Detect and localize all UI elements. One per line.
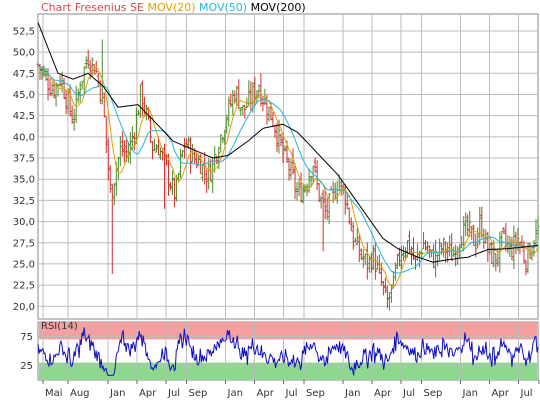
x-tick-label: Jan [344,388,360,399]
x-tick-label: Apr [139,388,157,399]
y-tick-label: 32,5 [13,196,35,207]
x-tick-label: Sep [306,388,325,399]
y-tick-label: 35,0 [13,175,35,186]
x-tick-label: Apr [492,388,510,399]
x-tick-label: Jul [520,388,533,399]
mov200-line [37,22,539,263]
y-tick-label: 27,5 [13,238,35,249]
rsi-label: RSI(14) [41,321,78,332]
x-tick-label: Aug [70,388,90,399]
y-tick-label: 30,0 [13,217,35,228]
x-tick-label: Jan [227,388,243,399]
x-tick-label: Apr [257,388,275,399]
x-tick-label: Sep [189,388,208,399]
rsi-band-oversold [39,362,537,380]
x-tick-label: Jul [167,388,180,399]
y-tick-label: 50,0 [13,48,35,59]
x-tick-label: Jul [402,388,415,399]
x-tick-label: Sep [424,388,443,399]
y-tick-label: 20,0 [13,302,35,313]
rsi-y-tick-label: 75 [20,332,33,343]
y-tick-label: 52,5 [13,26,35,37]
x-tick-label: Apr [374,388,392,399]
legend-mov20: MOV(20) [147,1,196,14]
y-tick-label: 40,0 [13,132,35,143]
rsi-y-tick-label: 25 [20,361,33,372]
x-tick-label: Jan [462,388,478,399]
y-tick-label: 37,5 [13,154,35,165]
legend-mov50: MOV(50) [199,1,248,14]
rsi-band-overbought [39,322,537,340]
y-tick-label: 45,0 [13,90,35,101]
y-tick-label: 47,5 [13,69,35,80]
chart-title-row: Chart Fresenius SE MOV(20) MOV(50) MOV(2… [41,1,306,14]
y-tick-label: 25,0 [13,259,35,270]
mov50-line [37,64,539,274]
legend-mov200: MOV(200) [250,1,306,14]
y-tick-label: 22,5 [13,281,35,292]
y-tick-label: 42,5 [13,111,35,122]
rsi-line [37,327,539,376]
x-tick-label: Jan [109,388,125,399]
chart-title: Chart Fresenius SE [41,1,144,14]
price-plot-area [37,13,539,320]
x-tick-label: Mai [45,388,63,399]
x-tick-label: Jul [285,388,298,399]
